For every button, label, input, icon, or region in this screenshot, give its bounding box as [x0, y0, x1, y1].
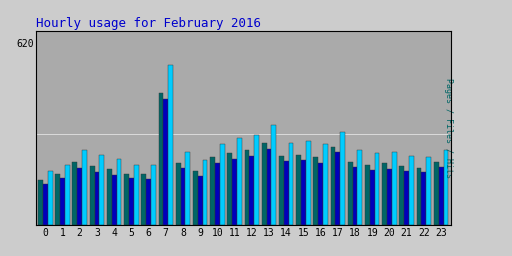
- Bar: [439, 167, 443, 225]
- Bar: [163, 99, 168, 225]
- Bar: [181, 168, 185, 225]
- Bar: [141, 174, 146, 225]
- Bar: [357, 150, 362, 225]
- Bar: [262, 143, 267, 225]
- Bar: [99, 155, 104, 225]
- Bar: [421, 172, 426, 225]
- Bar: [434, 162, 439, 225]
- Bar: [112, 175, 117, 225]
- Bar: [134, 165, 139, 225]
- Bar: [318, 163, 323, 225]
- Bar: [392, 152, 397, 225]
- Bar: [443, 150, 449, 225]
- Bar: [306, 141, 311, 225]
- Bar: [193, 171, 198, 225]
- Bar: [176, 163, 181, 225]
- Bar: [159, 93, 163, 225]
- Bar: [220, 144, 225, 225]
- Bar: [55, 174, 60, 225]
- Bar: [417, 168, 421, 225]
- Bar: [227, 153, 232, 225]
- Bar: [387, 169, 392, 225]
- Bar: [185, 152, 190, 225]
- Bar: [48, 171, 53, 225]
- Bar: [38, 180, 43, 225]
- Bar: [399, 166, 404, 225]
- Bar: [409, 156, 414, 225]
- Bar: [331, 147, 335, 225]
- Bar: [146, 179, 151, 225]
- Bar: [237, 138, 242, 225]
- Bar: [90, 166, 95, 225]
- Bar: [168, 65, 173, 225]
- Bar: [279, 156, 284, 225]
- Bar: [289, 143, 293, 225]
- Bar: [267, 149, 271, 225]
- Bar: [404, 171, 409, 225]
- Bar: [382, 163, 387, 225]
- Bar: [426, 157, 431, 225]
- Bar: [254, 135, 259, 225]
- Bar: [210, 157, 215, 225]
- Bar: [60, 178, 65, 225]
- Bar: [129, 178, 134, 225]
- Bar: [323, 144, 328, 225]
- Bar: [365, 165, 370, 225]
- Bar: [151, 165, 156, 225]
- Bar: [370, 170, 375, 225]
- Bar: [117, 159, 121, 225]
- Bar: [271, 125, 276, 225]
- Bar: [245, 150, 249, 225]
- Bar: [313, 157, 318, 225]
- Bar: [284, 161, 289, 225]
- Bar: [335, 152, 340, 225]
- Bar: [77, 168, 82, 225]
- Y-axis label: Pages / Files / Hits: Pages / Files / Hits: [444, 78, 453, 178]
- Bar: [296, 155, 301, 225]
- Bar: [82, 150, 87, 225]
- Bar: [124, 174, 129, 225]
- Bar: [203, 161, 207, 225]
- Bar: [198, 176, 203, 225]
- Bar: [249, 156, 254, 225]
- Bar: [301, 161, 306, 225]
- Bar: [232, 159, 237, 225]
- Bar: [95, 172, 99, 225]
- Bar: [107, 169, 112, 225]
- Text: Hourly usage for February 2016: Hourly usage for February 2016: [36, 17, 261, 29]
- Bar: [43, 184, 48, 225]
- Bar: [375, 153, 379, 225]
- Bar: [215, 163, 220, 225]
- Bar: [65, 165, 70, 225]
- Bar: [353, 167, 357, 225]
- Bar: [340, 132, 345, 225]
- Bar: [73, 162, 77, 225]
- Bar: [348, 162, 353, 225]
